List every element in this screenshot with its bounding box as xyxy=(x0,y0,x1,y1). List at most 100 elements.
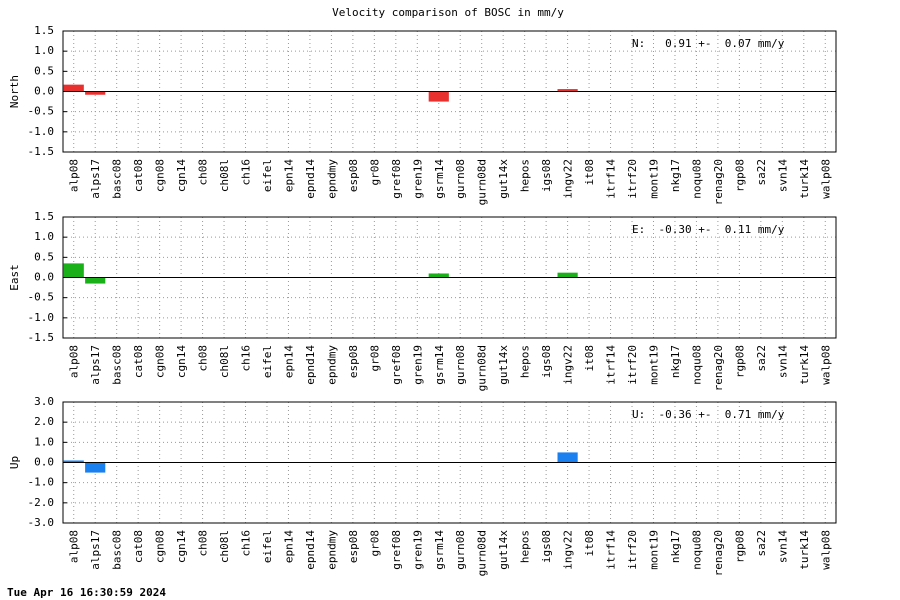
x-tick-label: cat08 xyxy=(132,530,145,563)
x-tick-label: ch08l xyxy=(218,159,231,192)
x-tick-label: gref08 xyxy=(390,159,403,199)
y-tick-label: -1.0 xyxy=(28,125,55,138)
bar xyxy=(63,263,84,278)
x-tick-label: cat08 xyxy=(132,345,145,378)
y-tick-label: -1.5 xyxy=(28,145,55,158)
x-tick-label: alps17 xyxy=(89,530,102,570)
x-tick-label: rgp08 xyxy=(733,345,746,378)
x-tick-label: ch16 xyxy=(240,159,253,186)
x-tick-label: cgn14 xyxy=(175,530,188,563)
x-tick-label: noqu08 xyxy=(690,345,703,385)
x-tick-label: basc08 xyxy=(111,345,124,385)
x-tick-label: ch08 xyxy=(197,530,210,557)
x-tick-label: ingv22 xyxy=(562,159,575,199)
y-tick-label: 1.0 xyxy=(34,435,54,448)
x-tick-label: turk14 xyxy=(798,159,811,199)
x-tick-label: alps17 xyxy=(89,345,102,385)
x-tick-label: epndmy xyxy=(325,530,338,570)
bar xyxy=(428,273,449,278)
x-tick-label: svn14 xyxy=(776,530,789,563)
x-tick-label: gurn08d xyxy=(476,159,489,205)
x-tick-label: gurn08 xyxy=(454,530,467,570)
x-tick-label: eifel xyxy=(261,159,274,192)
y-axis-label: Up xyxy=(8,456,21,469)
y-tick-label: -0.5 xyxy=(28,291,55,304)
x-tick-label: esp08 xyxy=(347,345,360,378)
x-tick-label: it08 xyxy=(583,345,596,372)
chart-title: Velocity comparison of BOSC in mm/y xyxy=(332,6,564,19)
x-tick-label: gr08 xyxy=(368,345,381,372)
x-tick-label: gsrm14 xyxy=(433,345,446,385)
x-tick-label: cgn08 xyxy=(154,159,167,192)
x-tick-label: gr08 xyxy=(368,159,381,186)
x-tick-label: esp08 xyxy=(347,159,360,192)
x-tick-label: nkg17 xyxy=(669,159,682,192)
x-tick-label: cgn08 xyxy=(154,345,167,378)
x-tick-label: cgn14 xyxy=(175,159,188,192)
x-tick-label: gr08 xyxy=(368,530,381,557)
x-tick-label: itrf20 xyxy=(626,159,639,199)
x-tick-label: turk14 xyxy=(798,345,811,385)
plot-frame xyxy=(62,216,837,339)
y-tick-label: 2.0 xyxy=(34,415,54,428)
y-tick-label: 1.0 xyxy=(34,44,54,57)
x-tick-label: ch08l xyxy=(218,530,231,563)
x-tick-label: cgn14 xyxy=(175,345,188,378)
y-tick-label: -2.0 xyxy=(28,496,55,509)
x-tick-label: ch16 xyxy=(240,530,253,557)
x-tick-label: igs08 xyxy=(540,345,553,378)
y-tick-label: 1.5 xyxy=(34,24,54,37)
x-tick-label: walp08 xyxy=(819,345,832,385)
x-tick-label: alps17 xyxy=(89,159,102,199)
x-tick-label: it08 xyxy=(583,159,596,186)
x-tick-label: gren19 xyxy=(411,345,424,385)
x-tick-label: gurn08d xyxy=(476,345,489,391)
y-tick-label: 0.0 xyxy=(34,456,54,469)
x-tick-label: mont19 xyxy=(647,159,660,199)
bar xyxy=(557,272,578,278)
x-tick-label: ch16 xyxy=(240,345,253,372)
y-axis-label: East xyxy=(8,264,21,291)
x-tick-label: basc08 xyxy=(111,159,124,199)
x-tick-label: eifel xyxy=(261,345,274,378)
x-tick-label: itrf14 xyxy=(605,159,618,199)
x-tick-label: ingv22 xyxy=(562,345,575,385)
x-tick-label: basc08 xyxy=(111,530,124,570)
x-tick-label: nkg17 xyxy=(669,530,682,563)
y-tick-label: -0.5 xyxy=(28,105,55,118)
x-tick-label: sa22 xyxy=(755,530,768,557)
x-tick-label: gsrm14 xyxy=(433,530,446,570)
plot-frame xyxy=(62,401,837,524)
x-tick-label: igs08 xyxy=(540,530,553,563)
x-tick-label: epn14 xyxy=(282,345,295,378)
x-tick-label: ch08 xyxy=(197,345,210,372)
x-tick-label: hepos xyxy=(519,159,532,192)
x-tick-label: alp08 xyxy=(68,530,81,563)
y-tick-label: 0.0 xyxy=(34,271,54,284)
x-tick-label: epndmy xyxy=(325,345,338,385)
y-tick-label: 1.0 xyxy=(34,230,54,243)
x-tick-label: mont19 xyxy=(647,530,660,570)
x-tick-label: eifel xyxy=(261,530,274,563)
x-tick-label: itrf14 xyxy=(605,345,618,385)
x-tick-label: nkg17 xyxy=(669,345,682,378)
y-tick-label: 0.0 xyxy=(34,85,54,98)
bar xyxy=(557,89,578,92)
x-tick-label: epndmy xyxy=(325,159,338,199)
x-tick-label: gut14x xyxy=(497,345,510,385)
x-tick-label: it08 xyxy=(583,530,596,557)
x-tick-label: igs08 xyxy=(540,159,553,192)
x-tick-label: gren19 xyxy=(411,159,424,199)
x-tick-label: noqu08 xyxy=(690,159,703,199)
x-tick-label: rgp08 xyxy=(733,530,746,563)
x-tick-label: rgp08 xyxy=(733,159,746,192)
x-tick-label: alp08 xyxy=(68,345,81,378)
x-tick-label: esp08 xyxy=(347,530,360,563)
plot-frame xyxy=(62,30,837,153)
y-tick-label: 1.5 xyxy=(34,210,54,223)
x-tick-label: turk14 xyxy=(798,530,811,570)
x-tick-label: renag20 xyxy=(712,159,725,205)
bar xyxy=(85,277,106,284)
annotation: E: -0.30 +- 0.11 mm/y xyxy=(632,223,785,236)
